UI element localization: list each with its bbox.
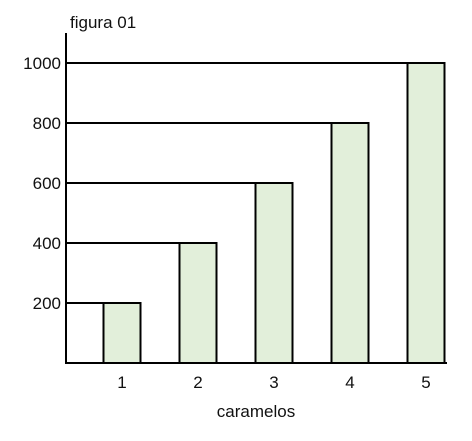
y-tick-label: 1000 bbox=[23, 54, 61, 73]
chart-title: figura 01 bbox=[70, 13, 136, 32]
x-tick-label: 4 bbox=[345, 373, 354, 392]
bar bbox=[406, 62, 446, 364]
y-tick-label: 600 bbox=[33, 174, 61, 193]
axes bbox=[65, 33, 447, 364]
y-tick-label: 400 bbox=[33, 234, 61, 253]
x-axis-label: caramelos bbox=[217, 402, 295, 421]
x-tick-label: 1 bbox=[117, 373, 126, 392]
x-tick-label: 5 bbox=[421, 373, 430, 392]
y-tick-label: 200 bbox=[33, 294, 61, 313]
bar bbox=[102, 302, 142, 364]
y-tick-labels: 200 400 600 800 1000 bbox=[23, 54, 61, 313]
bars bbox=[102, 62, 446, 364]
bar bbox=[254, 182, 294, 364]
x-tick-label: 3 bbox=[269, 373, 278, 392]
guide-lines bbox=[66, 62, 408, 304]
bar bbox=[178, 242, 218, 364]
bar bbox=[330, 122, 370, 364]
y-tick-label: 800 bbox=[33, 114, 61, 133]
x-tick-labels: 1 2 3 4 5 bbox=[117, 373, 430, 392]
x-tick-label: 2 bbox=[193, 373, 202, 392]
